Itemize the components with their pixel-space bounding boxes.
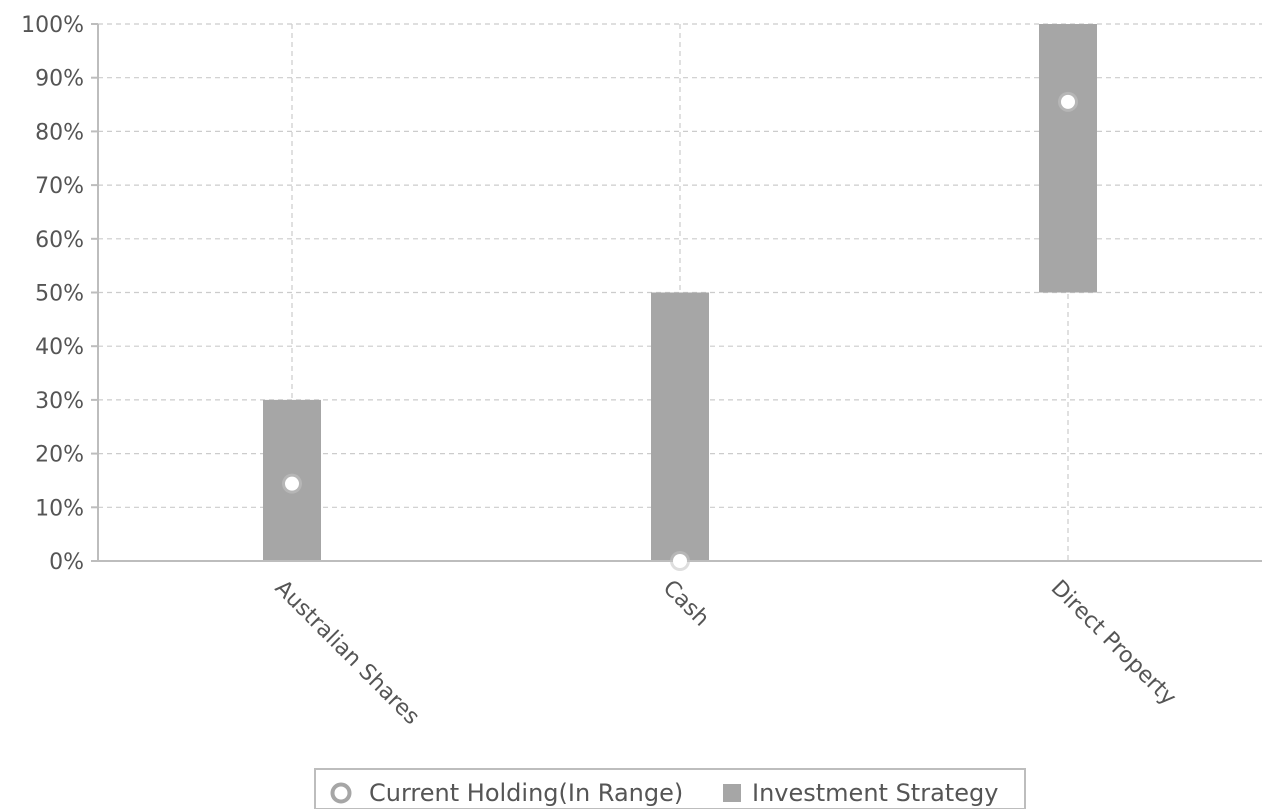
x-category-label: Direct Property	[1046, 576, 1181, 711]
legend-label-investment-strategy[interactable]: Investment Strategy	[752, 779, 998, 807]
square-marker-icon	[723, 784, 741, 802]
legend-box	[314, 768, 1026, 809]
strategy-bars	[263, 24, 1097, 561]
y-tick-label: 80%	[35, 120, 84, 145]
y-tick-label: 40%	[35, 335, 84, 360]
holding-point[interactable]	[1061, 94, 1075, 109]
legend[interactable]: Current Holding(In Range) Investment Str…	[314, 768, 1026, 809]
y-tick-label: 10%	[35, 496, 84, 521]
y-tick-label: 90%	[35, 67, 84, 92]
strategy-range-bar[interactable]	[651, 292, 709, 562]
x-category-label: Cash	[658, 576, 714, 632]
y-tick-label: 50%	[35, 282, 84, 307]
y-tick-label: 60%	[35, 228, 84, 253]
ring-marker-icon	[330, 782, 352, 804]
holding-point[interactable]	[673, 554, 687, 568]
y-tick-label: 100%	[21, 13, 84, 38]
y-tick-label: 20%	[35, 443, 84, 468]
holding-points	[282, 91, 1078, 571]
legend-label-current-holding[interactable]: Current Holding(In Range)	[369, 779, 683, 807]
x-category-label: Australian Shares	[270, 576, 424, 730]
axis-labels: 0% 10% 20% 30% 40% 50% 60% 70% 80% 90% 100% Austral…	[21, 13, 1181, 730]
strategy-range-bar[interactable]	[1039, 24, 1097, 293]
y-tick-label: 70%	[35, 174, 84, 199]
y-tick-label: 0%	[49, 550, 84, 575]
y-tick-label: 30%	[35, 389, 84, 414]
holding-point[interactable]	[285, 476, 299, 491]
